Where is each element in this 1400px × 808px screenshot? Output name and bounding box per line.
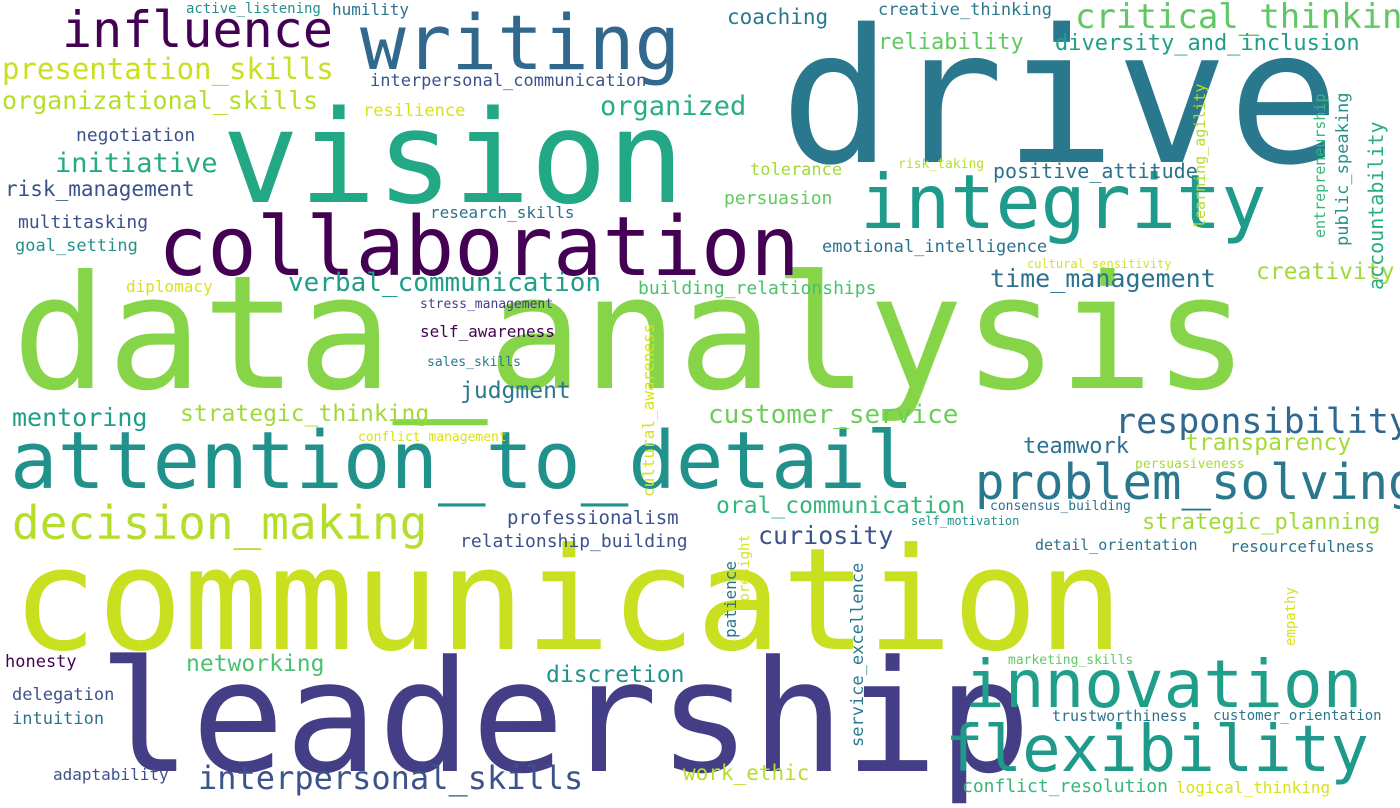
word-discretion: discretion	[546, 662, 685, 688]
word-judgment: judgment	[460, 378, 571, 404]
word-service-excellence: service_excellence	[848, 562, 868, 747]
word-responsibility: responsibility	[1115, 402, 1400, 442]
word-relationship-building: relationship_building	[460, 531, 688, 552]
word-entrepreneurship: entrepreneurship	[1311, 93, 1329, 239]
word-reliability: reliability	[878, 30, 1024, 55]
word-customer-service: customer_service	[708, 400, 959, 430]
word-accountability: accountability	[1364, 121, 1388, 290]
word-detail-orientation: detail_orientation	[1035, 536, 1198, 554]
word-influence: influence	[62, 1, 333, 59]
word-tolerance: tolerance	[750, 160, 843, 180]
word-diversity-and-inclusion: diversity_and_inclusion	[1055, 31, 1360, 56]
word-coaching: coaching	[727, 5, 829, 29]
word-empathy: empathy	[1283, 586, 1299, 646]
word-stress-management: stress_management	[420, 297, 554, 312]
word-teamwork: teamwork	[1023, 434, 1129, 459]
word-collaboration: collaboration	[158, 200, 800, 295]
word-leadership: leadership	[98, 627, 1032, 808]
word-innovation: innovation	[965, 646, 1363, 723]
word-multitasking: multitasking	[18, 212, 149, 233]
word-writing: writing	[360, 0, 681, 87]
word-drive: drive	[780, 0, 1340, 206]
word-strategic-thinking: strategic_thinking	[180, 401, 430, 427]
word-organizational-skills: organizational_skills	[2, 86, 319, 115]
word-creativity: creativity	[1256, 259, 1395, 285]
word-oral-communication: oral_communication	[716, 493, 966, 519]
word-self-awareness: self_awareness	[420, 322, 555, 341]
word-interpersonal-communication: interpersonal_communication	[370, 71, 647, 91]
word-vision: vision	[222, 84, 685, 233]
word-communication: communication	[12, 518, 1124, 683]
word-goal-setting: goal_setting	[15, 236, 138, 256]
word-logical-thinking: logical_thinking	[1176, 778, 1331, 797]
word-interpersonal-skills: interpersonal_skills	[198, 759, 584, 797]
word-learning-agility: learning_agility	[1191, 83, 1209, 229]
word-networking: networking	[186, 651, 325, 677]
word-positive-attitude: positive_attitude	[993, 159, 1198, 183]
word-negotiation: negotiation	[76, 125, 196, 146]
word-work-ethic: work_ethic	[683, 761, 810, 785]
word-honesty: honesty	[5, 652, 77, 672]
word-self-motivation: self_motivation	[911, 514, 1020, 528]
word-diplomacy: diplomacy	[126, 277, 213, 296]
word-conflict-resolution: conflict_resolution	[962, 776, 1168, 797]
word-persuasiveness: persuasiveness	[1135, 457, 1245, 472]
word-resourcefulness: resourcefulness	[1230, 537, 1375, 556]
word-verbal-communication: verbal_communication	[288, 268, 602, 298]
word-conflict-management: conflict_management	[358, 430, 507, 445]
word-mentoring: mentoring	[12, 403, 148, 432]
word-critical-thinking: critical_thinking	[1075, 0, 1400, 37]
word-research-skills: research_skills	[430, 203, 575, 222]
word-emotional-intelligence: emotional_intelligence	[822, 237, 1048, 257]
word-trustworthiness: trustworthiness	[1052, 707, 1188, 725]
word-resilience: resilience	[363, 101, 466, 121]
word-risk-management: risk_management	[5, 177, 195, 201]
word-professionalism: professionalism	[507, 507, 679, 529]
word-adaptability: adaptability	[53, 765, 169, 784]
word-marketing-skills: marketing_skills	[1008, 653, 1134, 668]
word-presentation-skills: presentation_skills	[2, 52, 334, 86]
word-intuition: intuition	[12, 709, 105, 729]
word-integrity: integrity	[860, 158, 1267, 246]
word-risk-taking: risk_taking	[898, 157, 985, 172]
word-time-management: time_management	[990, 264, 1216, 293]
word-cultural-sensitivity: cultural_sensitivity	[1027, 257, 1172, 271]
word-delegation: delegation	[12, 685, 115, 705]
word-cultural-awareness: cultural_awareness	[639, 323, 658, 497]
word-transparency: transparency	[1185, 430, 1352, 456]
word-strategic-planning: strategic_planning	[1142, 510, 1381, 535]
word-building-relationships: building_relationships	[638, 278, 877, 299]
word-humility: humility	[332, 0, 410, 19]
word-initiative: initiative	[55, 148, 218, 179]
word-flexibility: flexibility	[945, 713, 1369, 787]
word-attention-to-detail: attention_to_detail	[10, 415, 914, 507]
word-decision-making: decision_making	[12, 496, 428, 550]
word-data-analysis: data_analysis	[12, 242, 1249, 426]
word-active-listening: active_listening	[186, 1, 321, 17]
word-customer-orientation: customer_orientation	[1213, 708, 1382, 724]
word-foresight: foresight	[737, 534, 753, 610]
word-consensus-building: consensus_building	[990, 499, 1131, 514]
word-sales-skills: sales_skills	[427, 355, 521, 370]
word-public-speaking: public_speaking	[1333, 92, 1353, 246]
word-persuasion: persuasion	[724, 188, 833, 209]
word-creative-thinking: creative_thinking	[878, 0, 1052, 20]
word-curiosity: curiosity	[758, 521, 894, 550]
word-organized: organized	[600, 91, 747, 122]
word-problem-solving: problem_solving	[975, 454, 1400, 511]
